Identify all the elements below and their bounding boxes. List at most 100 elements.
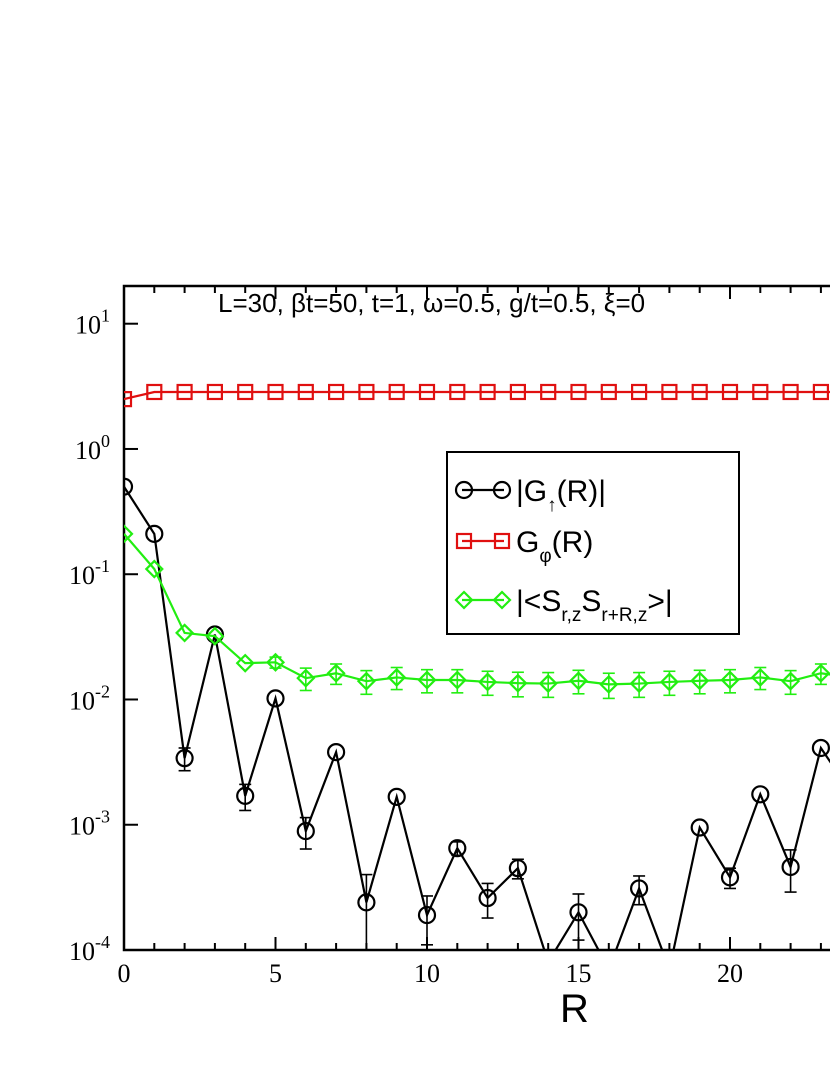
plot-border bbox=[122, 284, 830, 952]
series-line bbox=[124, 390, 830, 401]
data-point-circle bbox=[266, 689, 285, 708]
data-point-circle bbox=[296, 821, 315, 841]
y-tick-label: 10-1 bbox=[69, 556, 110, 590]
data-point-diamond bbox=[720, 670, 740, 690]
data-point-circle bbox=[811, 738, 830, 758]
data-point-diamond bbox=[124, 524, 134, 544]
data-point-square bbox=[691, 383, 708, 401]
data-point-circle bbox=[492, 480, 512, 500]
data-point-circle bbox=[569, 903, 588, 922]
data-point-diamond bbox=[175, 623, 195, 643]
data-point-circle bbox=[478, 888, 497, 908]
x-tick-label: 15 bbox=[566, 959, 592, 988]
data-point-square bbox=[206, 383, 223, 401]
data-point-square bbox=[267, 383, 284, 401]
data-point-diamond bbox=[265, 652, 286, 672]
data-point-diamond bbox=[417, 670, 437, 690]
data-point-square bbox=[812, 383, 830, 401]
data-point-square bbox=[449, 383, 466, 401]
data-point-circle bbox=[781, 857, 800, 877]
data-point-circle bbox=[751, 785, 770, 804]
data-point-diamond bbox=[296, 668, 316, 688]
data-point-circle bbox=[661, 961, 677, 977]
y-tick-label: 10-2 bbox=[69, 681, 110, 715]
data-point-circle bbox=[124, 477, 134, 496]
data-point-circle bbox=[448, 839, 467, 858]
data-point-square bbox=[358, 383, 375, 401]
legend: |G↑(R)| Gφ(R) |<Sr,zSr+R,z>| bbox=[446, 451, 740, 635]
y-tick-label: 100 bbox=[75, 431, 110, 465]
data-point-square bbox=[661, 383, 678, 401]
data-point-square bbox=[418, 383, 436, 401]
data-point-diamond bbox=[447, 670, 467, 690]
data-point-diamond bbox=[690, 671, 710, 691]
data-point-circle bbox=[327, 743, 346, 762]
data-point-square bbox=[509, 383, 526, 401]
legend-entry: |G↑(R)| bbox=[454, 475, 606, 516]
data-point-circle bbox=[236, 786, 255, 805]
data-point-diamond bbox=[750, 667, 770, 687]
data-point-diamond bbox=[205, 626, 225, 646]
data-point-diamond bbox=[454, 590, 474, 610]
data-point-circle bbox=[720, 868, 740, 887]
data-point-circle bbox=[601, 961, 617, 977]
data-point-circle bbox=[145, 524, 164, 543]
data-point-circle bbox=[417, 905, 437, 925]
data-point-square bbox=[146, 383, 163, 401]
data-point-square bbox=[297, 383, 314, 401]
data-point-square bbox=[388, 383, 405, 401]
y-tick-label: 10-4 bbox=[69, 932, 110, 966]
legend-entry: |<Sr,zSr+R,z>| bbox=[454, 585, 673, 626]
data-point-square bbox=[479, 383, 496, 401]
legend-label: |<Sr,zSr+R,z>| bbox=[516, 585, 673, 626]
series-layer bbox=[124, 383, 830, 977]
data-point-circle bbox=[508, 859, 528, 878]
y-tick-label: 10-3 bbox=[69, 807, 110, 841]
data-point-square bbox=[328, 383, 345, 401]
axis-ticks bbox=[123, 286, 822, 951]
data-point-square bbox=[600, 383, 617, 401]
x-tick-label: 10 bbox=[414, 959, 440, 988]
data-point-circle bbox=[540, 954, 556, 970]
data-point-square bbox=[493, 532, 511, 550]
data-point-diamond bbox=[538, 674, 558, 694]
data-point-square bbox=[455, 532, 473, 550]
data-point-square bbox=[630, 383, 648, 401]
data-point-diamond bbox=[144, 559, 164, 579]
data-point-diamond bbox=[568, 671, 589, 691]
data-point-diamond bbox=[235, 653, 255, 673]
data-point-diamond bbox=[629, 674, 649, 694]
data-point-diamond bbox=[659, 672, 679, 692]
data-point-circle bbox=[629, 879, 649, 898]
data-point-circle bbox=[454, 480, 474, 500]
x-tick-label: 5 bbox=[269, 959, 282, 988]
y-tick-label: 101 bbox=[75, 306, 110, 340]
data-point-square bbox=[570, 383, 587, 401]
data-point-diamond bbox=[492, 590, 512, 610]
data-point-square bbox=[721, 383, 739, 401]
data-point-diamond bbox=[387, 667, 407, 687]
data-point-square bbox=[124, 391, 133, 408]
data-point-square bbox=[176, 383, 193, 401]
x-tick-label: 20 bbox=[717, 959, 743, 988]
data-point-square bbox=[752, 383, 769, 401]
chart-annotation: L=30, βt=50, t=1, ω=0.5, g/t=0.5, ξ=0 bbox=[218, 288, 645, 318]
x-axis-title: R bbox=[560, 987, 589, 1031]
data-point-circle bbox=[690, 818, 709, 837]
data-point-square bbox=[540, 383, 557, 401]
data-point-diamond bbox=[781, 671, 801, 691]
data-point-diamond bbox=[478, 672, 498, 692]
data-point-square bbox=[782, 383, 799, 401]
series-2 bbox=[124, 524, 830, 700]
series-0 bbox=[124, 477, 830, 977]
data-point-circle bbox=[175, 749, 194, 768]
legend-label: Gφ(R) bbox=[516, 526, 593, 567]
data-point-diamond bbox=[811, 663, 830, 683]
legend-label: |G↑(R)| bbox=[516, 475, 606, 516]
data-point-diamond bbox=[508, 673, 528, 693]
axis-labels: 0 5 10 15 20 101 100 10-1 10-2 10-3 10-4 bbox=[69, 306, 743, 988]
x-tick-label: 0 bbox=[118, 959, 131, 988]
plot-frame bbox=[122, 284, 830, 952]
data-point-diamond bbox=[326, 663, 346, 683]
